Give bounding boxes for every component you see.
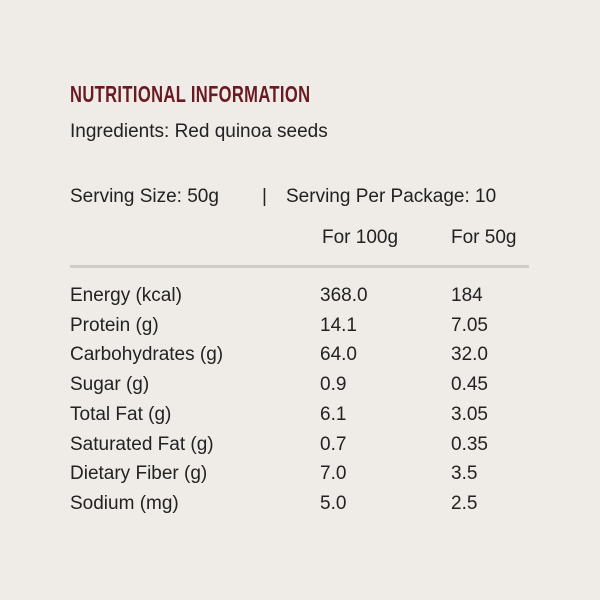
column-header: For 50g xyxy=(451,227,517,248)
value-50g: 3.5 xyxy=(451,463,478,485)
value-100g: 6.1 xyxy=(320,403,347,425)
row-label: Protein (g) xyxy=(70,314,159,336)
value-50g: 7.05 xyxy=(451,314,488,336)
column-header: For 100g xyxy=(322,227,399,248)
servings-per-package: Serving Per Package: 10 xyxy=(286,186,497,207)
serving-size: Serving Size: 50g xyxy=(70,186,219,207)
ingredients: Ingredients: Red quinoa seeds xyxy=(70,121,328,142)
row-label: Sugar (g) xyxy=(70,374,150,396)
separator: | xyxy=(262,186,267,207)
value-100g: 5.0 xyxy=(320,492,347,514)
value-50g: 2.5 xyxy=(451,492,478,514)
divider xyxy=(70,265,529,268)
value-50g: 0.35 xyxy=(451,433,488,455)
value-100g: 0.7 xyxy=(320,433,347,455)
row-label: Energy (kcal) xyxy=(70,285,182,306)
value-100g: 7.0 xyxy=(320,463,347,485)
row-label: Saturated Fat (g) xyxy=(70,433,214,455)
row-label: Sodium (mg) xyxy=(70,492,179,514)
value-50g: 184 xyxy=(451,285,483,306)
value-50g: 0.45 xyxy=(451,374,488,396)
value-100g: 0.9 xyxy=(320,374,347,396)
row-label: Carbohydrates (g) xyxy=(70,344,224,366)
value-100g: 368.0 xyxy=(320,285,368,306)
value-100g: 14.1 xyxy=(320,314,357,336)
row-label: Dietary Fiber (g) xyxy=(70,463,208,485)
value-50g: 32.0 xyxy=(451,344,488,366)
row-label: Total Fat (g) xyxy=(70,403,172,425)
value-50g: 3.05 xyxy=(451,403,488,425)
title: NUTRITIONAL INFORMATION xyxy=(70,81,311,107)
value-100g: 64.0 xyxy=(320,344,357,366)
